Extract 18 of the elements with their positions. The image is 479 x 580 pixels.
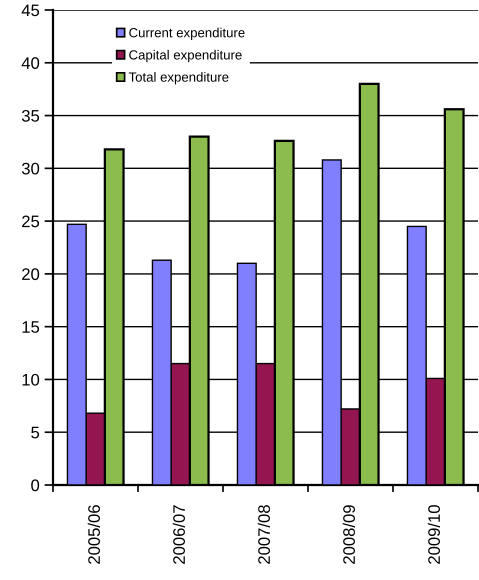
y-tick-label: 10 (22, 374, 40, 386)
y-tick-label: 15 (22, 321, 40, 333)
legend-label: Capital expenditure (129, 50, 242, 62)
y-tick-label: 40 (22, 57, 40, 69)
x-tick-label: 2007/08 (258, 505, 270, 564)
y-tick-label: 20 (22, 268, 40, 280)
y-tick-label: 45 (22, 4, 40, 16)
y-tick-label: 30 (22, 162, 40, 175)
legend-label: Current expenditure (129, 28, 245, 40)
x-tick-label: 2006/07 (172, 505, 185, 564)
y-tick-label: 35 (22, 110, 40, 122)
x-tick-label: 2005/06 (88, 505, 100, 564)
legend-label: Total expenditure (128, 72, 228, 84)
y-tick-label: 25 (22, 216, 40, 228)
y-tick-label: 0 (31, 479, 40, 492)
y-tick-label: 5 (31, 426, 40, 438)
x-tick-label: 2008/09 (342, 505, 355, 564)
x-tick-label: 2009/10 (428, 505, 440, 564)
